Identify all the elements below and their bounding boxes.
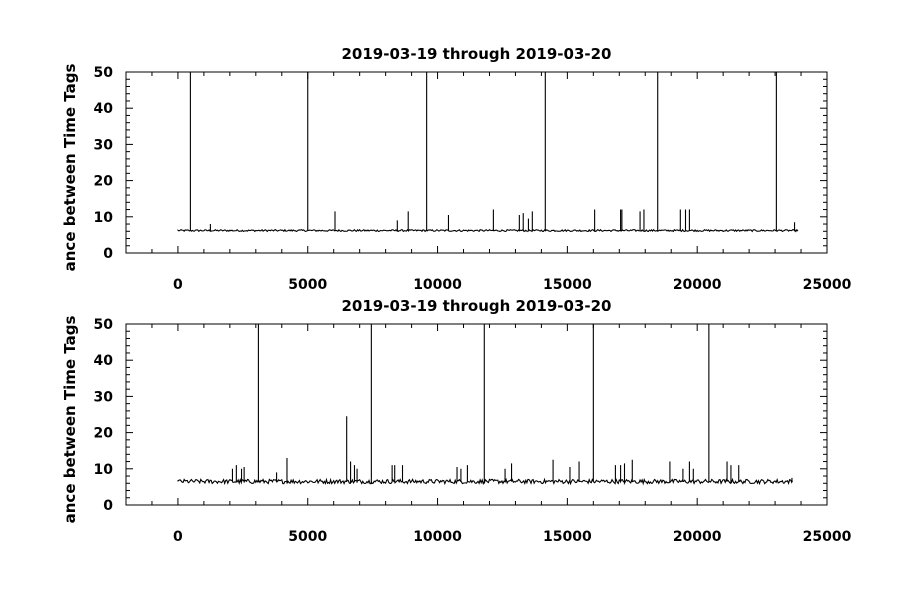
plot-panel-2: 2019-03-19 through 2019-03-20 ance betwee… — [61, 297, 852, 545]
y-tick-label: 40 — [94, 101, 114, 117]
y-tick-label: 40 — [94, 353, 114, 369]
y-tick-label: 20 — [94, 174, 114, 190]
x-tick-label: 10000 — [413, 277, 462, 293]
y-tick-label: 10 — [94, 210, 114, 226]
x-tick-label: 15000 — [543, 277, 592, 293]
chart-title: 2019-03-19 through 2019-03-20 — [342, 297, 612, 315]
x-tick-label: 20000 — [673, 277, 722, 293]
x-tick-label: 25000 — [803, 277, 852, 293]
y-tick-label: 0 — [103, 246, 113, 262]
y-tick-label: 10 — [94, 462, 114, 478]
y-tick-label: 50 — [94, 317, 114, 333]
x-tick-label: 0 — [173, 277, 183, 293]
x-tick-label: 0 — [173, 529, 183, 545]
x-tick-label: 5000 — [288, 529, 327, 545]
y-tick-label: 20 — [94, 426, 114, 442]
x-tick-label: 5000 — [288, 277, 327, 293]
x-tick-label: 20000 — [673, 529, 722, 545]
y-tick-label: 0 — [103, 498, 113, 514]
y-tick-label: 50 — [94, 65, 114, 81]
x-tick-label: 10000 — [413, 529, 462, 545]
chart-title: 2019-03-19 through 2019-03-20 — [342, 45, 612, 63]
x-tick-label: 25000 — [803, 529, 852, 545]
y-axis-label: ance between Time Tags — [61, 316, 79, 524]
x-tick-label: 15000 — [543, 529, 592, 545]
axes-frame — [125, 71, 828, 254]
y-axis-label: ance between Time Tags — [61, 64, 79, 272]
plot-panel-1: 2019-03-19 through 2019-03-20 ance betwee… — [61, 45, 852, 293]
data-series-line — [177, 324, 794, 486]
y-tick-label: 30 — [94, 389, 114, 405]
axes-frame — [125, 323, 828, 506]
data-series-line — [177, 72, 799, 233]
y-tick-label: 30 — [94, 137, 114, 153]
